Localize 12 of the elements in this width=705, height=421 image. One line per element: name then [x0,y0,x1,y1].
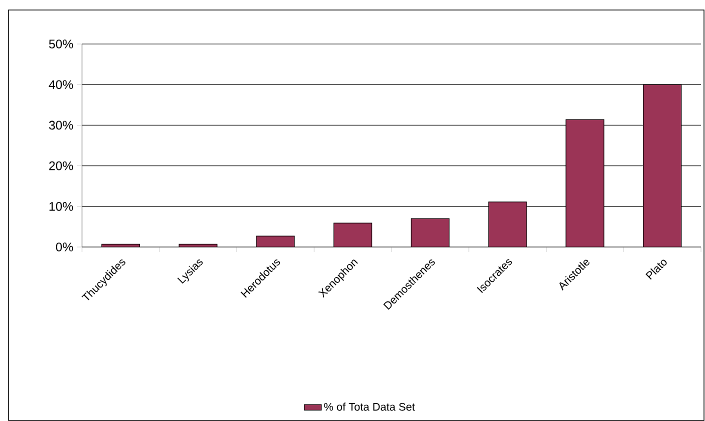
y-tick-label: 40% [48,80,74,90]
bar [334,222,372,247]
bar [410,218,450,247]
y-tick-label: 20% [49,161,74,170]
y-tick-label: 10% [50,202,74,211]
bar [566,119,604,247]
bar [643,84,682,247]
y-tick-label: 30% [49,120,74,130]
y-tick-label: 50% [49,40,74,48]
y-tick-label: 0% [56,242,74,252]
bar [488,202,527,247]
legend-label: % of Tota Data Set [324,402,415,411]
